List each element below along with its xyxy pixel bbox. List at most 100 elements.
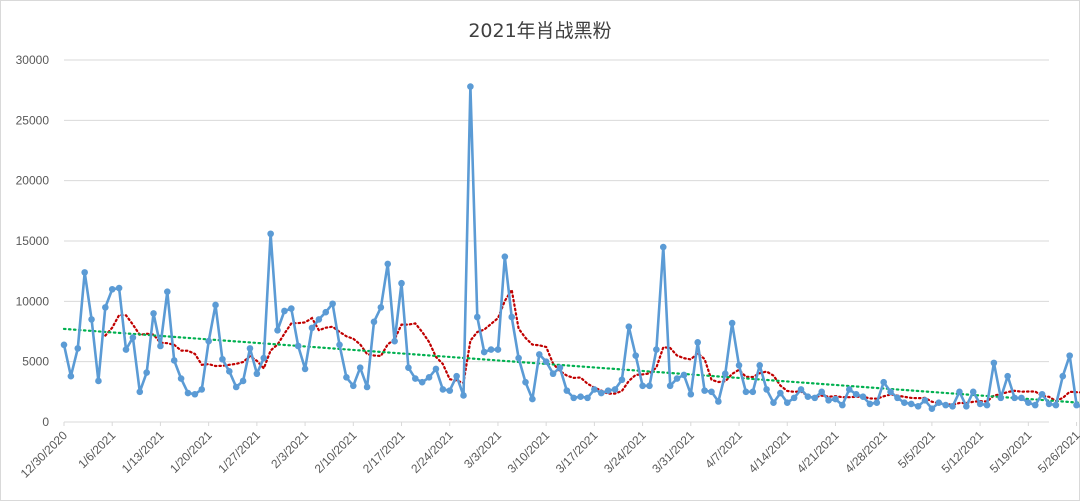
data-point bbox=[411, 375, 419, 382]
data-point bbox=[1025, 399, 1032, 406]
data-point bbox=[873, 399, 881, 406]
data-point bbox=[274, 326, 281, 334]
data-point bbox=[322, 308, 330, 316]
data-point bbox=[67, 372, 75, 380]
data-point bbox=[577, 393, 584, 400]
data-point bbox=[659, 243, 667, 251]
data-point bbox=[356, 364, 364, 372]
x-tick-label: 2/3/2021 bbox=[268, 428, 311, 471]
data-point bbox=[405, 364, 412, 372]
data-point bbox=[391, 337, 398, 345]
data-point bbox=[735, 361, 743, 369]
data-point bbox=[935, 399, 943, 406]
data-point bbox=[887, 388, 894, 396]
data-point bbox=[487, 346, 495, 353]
data-point bbox=[687, 390, 695, 398]
data-point bbox=[639, 382, 646, 390]
x-tick-label: 5/5/2021 bbox=[895, 428, 938, 471]
data-point bbox=[1004, 372, 1011, 380]
y-tick-label: 0 bbox=[42, 415, 49, 429]
data-point bbox=[122, 346, 130, 353]
linear-trendline bbox=[62, 327, 1080, 404]
data-point bbox=[377, 304, 385, 311]
data-point bbox=[742, 388, 750, 396]
data-point bbox=[818, 388, 825, 396]
data-point bbox=[343, 374, 350, 381]
data-point bbox=[983, 401, 991, 409]
data-point bbox=[894, 394, 901, 402]
x-tick-label: 3/31/2021 bbox=[649, 428, 697, 476]
data-point bbox=[625, 323, 633, 330]
x-tick-label: 5/26/2021 bbox=[1035, 428, 1080, 476]
x-tick-label: 4/7/2021 bbox=[702, 428, 745, 471]
data-point bbox=[728, 319, 736, 327]
data-point bbox=[597, 389, 605, 397]
data-point bbox=[494, 346, 502, 353]
data-point bbox=[184, 389, 192, 397]
data-point bbox=[949, 403, 956, 410]
data-point bbox=[969, 388, 977, 396]
data-point bbox=[439, 386, 447, 393]
data-point bbox=[928, 405, 936, 413]
x-tick-label: 4/14/2021 bbox=[746, 428, 794, 476]
data-point bbox=[432, 365, 440, 373]
data-point bbox=[150, 310, 157, 317]
data-point bbox=[673, 375, 681, 382]
data-point bbox=[232, 383, 240, 391]
data-point bbox=[1052, 401, 1060, 409]
data-point bbox=[226, 368, 233, 375]
data-point bbox=[246, 345, 254, 352]
data-point bbox=[825, 396, 832, 404]
data-point bbox=[921, 396, 929, 404]
data-point bbox=[914, 403, 922, 410]
data-point bbox=[1011, 394, 1018, 402]
data-point bbox=[749, 388, 757, 396]
data-point bbox=[1073, 401, 1080, 409]
data-point bbox=[467, 83, 474, 90]
data-point bbox=[563, 387, 571, 394]
x-tick-label: 5/19/2021 bbox=[987, 428, 1035, 476]
data-point bbox=[329, 300, 336, 308]
data-point bbox=[570, 394, 578, 402]
data-point bbox=[549, 370, 557, 378]
data-point bbox=[1038, 390, 1046, 398]
data-point bbox=[288, 305, 295, 312]
x-tick-label: 2/17/2021 bbox=[360, 428, 408, 476]
data-point bbox=[398, 279, 405, 287]
data-point bbox=[129, 334, 137, 341]
x-tick-label: 3/24/2021 bbox=[601, 428, 649, 476]
data-point bbox=[157, 342, 164, 350]
data-point bbox=[418, 378, 426, 386]
data-point bbox=[584, 394, 591, 402]
data-point bbox=[425, 374, 433, 381]
data-point bbox=[95, 377, 102, 385]
x-tick-label: 1/27/2021 bbox=[215, 428, 263, 476]
data-point bbox=[1031, 401, 1039, 409]
data-point bbox=[88, 316, 95, 323]
data-point bbox=[859, 393, 867, 400]
gridlines bbox=[64, 59, 1049, 423]
data-point bbox=[880, 378, 887, 386]
x-tick-label: 1/6/2021 bbox=[75, 428, 118, 471]
data-point bbox=[164, 288, 171, 295]
data-point bbox=[205, 337, 212, 345]
y-axis-tick-labels: 0 5000 10000 15000 20000 25000 30000 bbox=[16, 53, 50, 429]
data-point bbox=[942, 401, 949, 409]
data-point bbox=[239, 377, 247, 385]
data-point bbox=[363, 383, 371, 391]
data-point bbox=[102, 304, 109, 311]
data-point bbox=[350, 382, 357, 390]
data-point bbox=[1059, 372, 1067, 380]
data-point bbox=[715, 398, 722, 405]
data-point bbox=[783, 399, 791, 406]
data-point bbox=[680, 371, 688, 379]
data-point bbox=[604, 387, 612, 394]
data-point bbox=[694, 339, 702, 346]
data-point bbox=[721, 370, 729, 378]
data-point bbox=[866, 400, 874, 408]
data-point bbox=[535, 351, 543, 358]
data-point bbox=[901, 399, 908, 406]
data-point bbox=[963, 403, 970, 410]
data-point bbox=[370, 318, 378, 326]
